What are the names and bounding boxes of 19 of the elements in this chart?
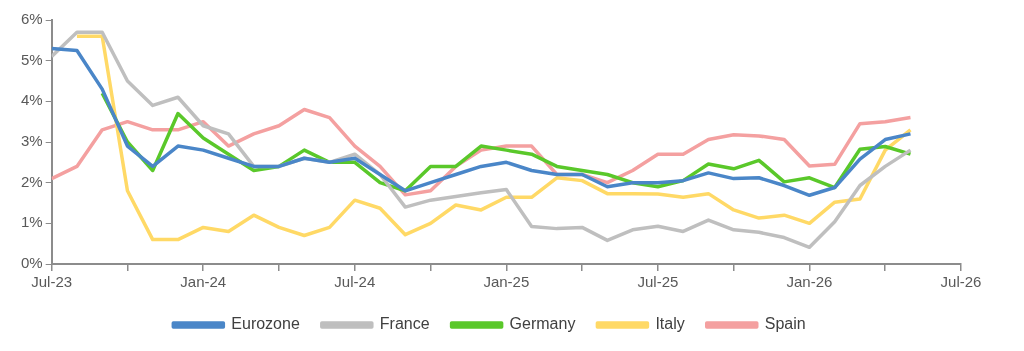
legend-label: Germany [509,315,576,333]
legend-label: Italy [655,315,685,333]
x-tick-label: Jan-26 [786,273,833,291]
y-tick-label: 5% [20,50,43,68]
legend-label: Eurozone [231,315,300,333]
x-tick-label: Jan-24 [180,273,227,291]
y-tick-label: 4% [20,91,43,109]
x-tick-label: Jul-26 [940,273,982,291]
x-tick-label: Jul-24 [334,273,376,291]
x-tick-label: Jan-25 [483,273,530,291]
x-tick-label: Jul-23 [31,273,73,291]
x-tick-label: Jul-25 [637,273,679,291]
y-tick-label: 2% [20,172,43,190]
y-tick-label: 6% [20,10,43,28]
y-tick-label: 1% [20,213,43,231]
y-tick-label: 0% [20,254,43,272]
y-tick-label: 3% [20,132,43,150]
legend-label: Spain [764,315,806,333]
legend-label: France [379,315,430,333]
